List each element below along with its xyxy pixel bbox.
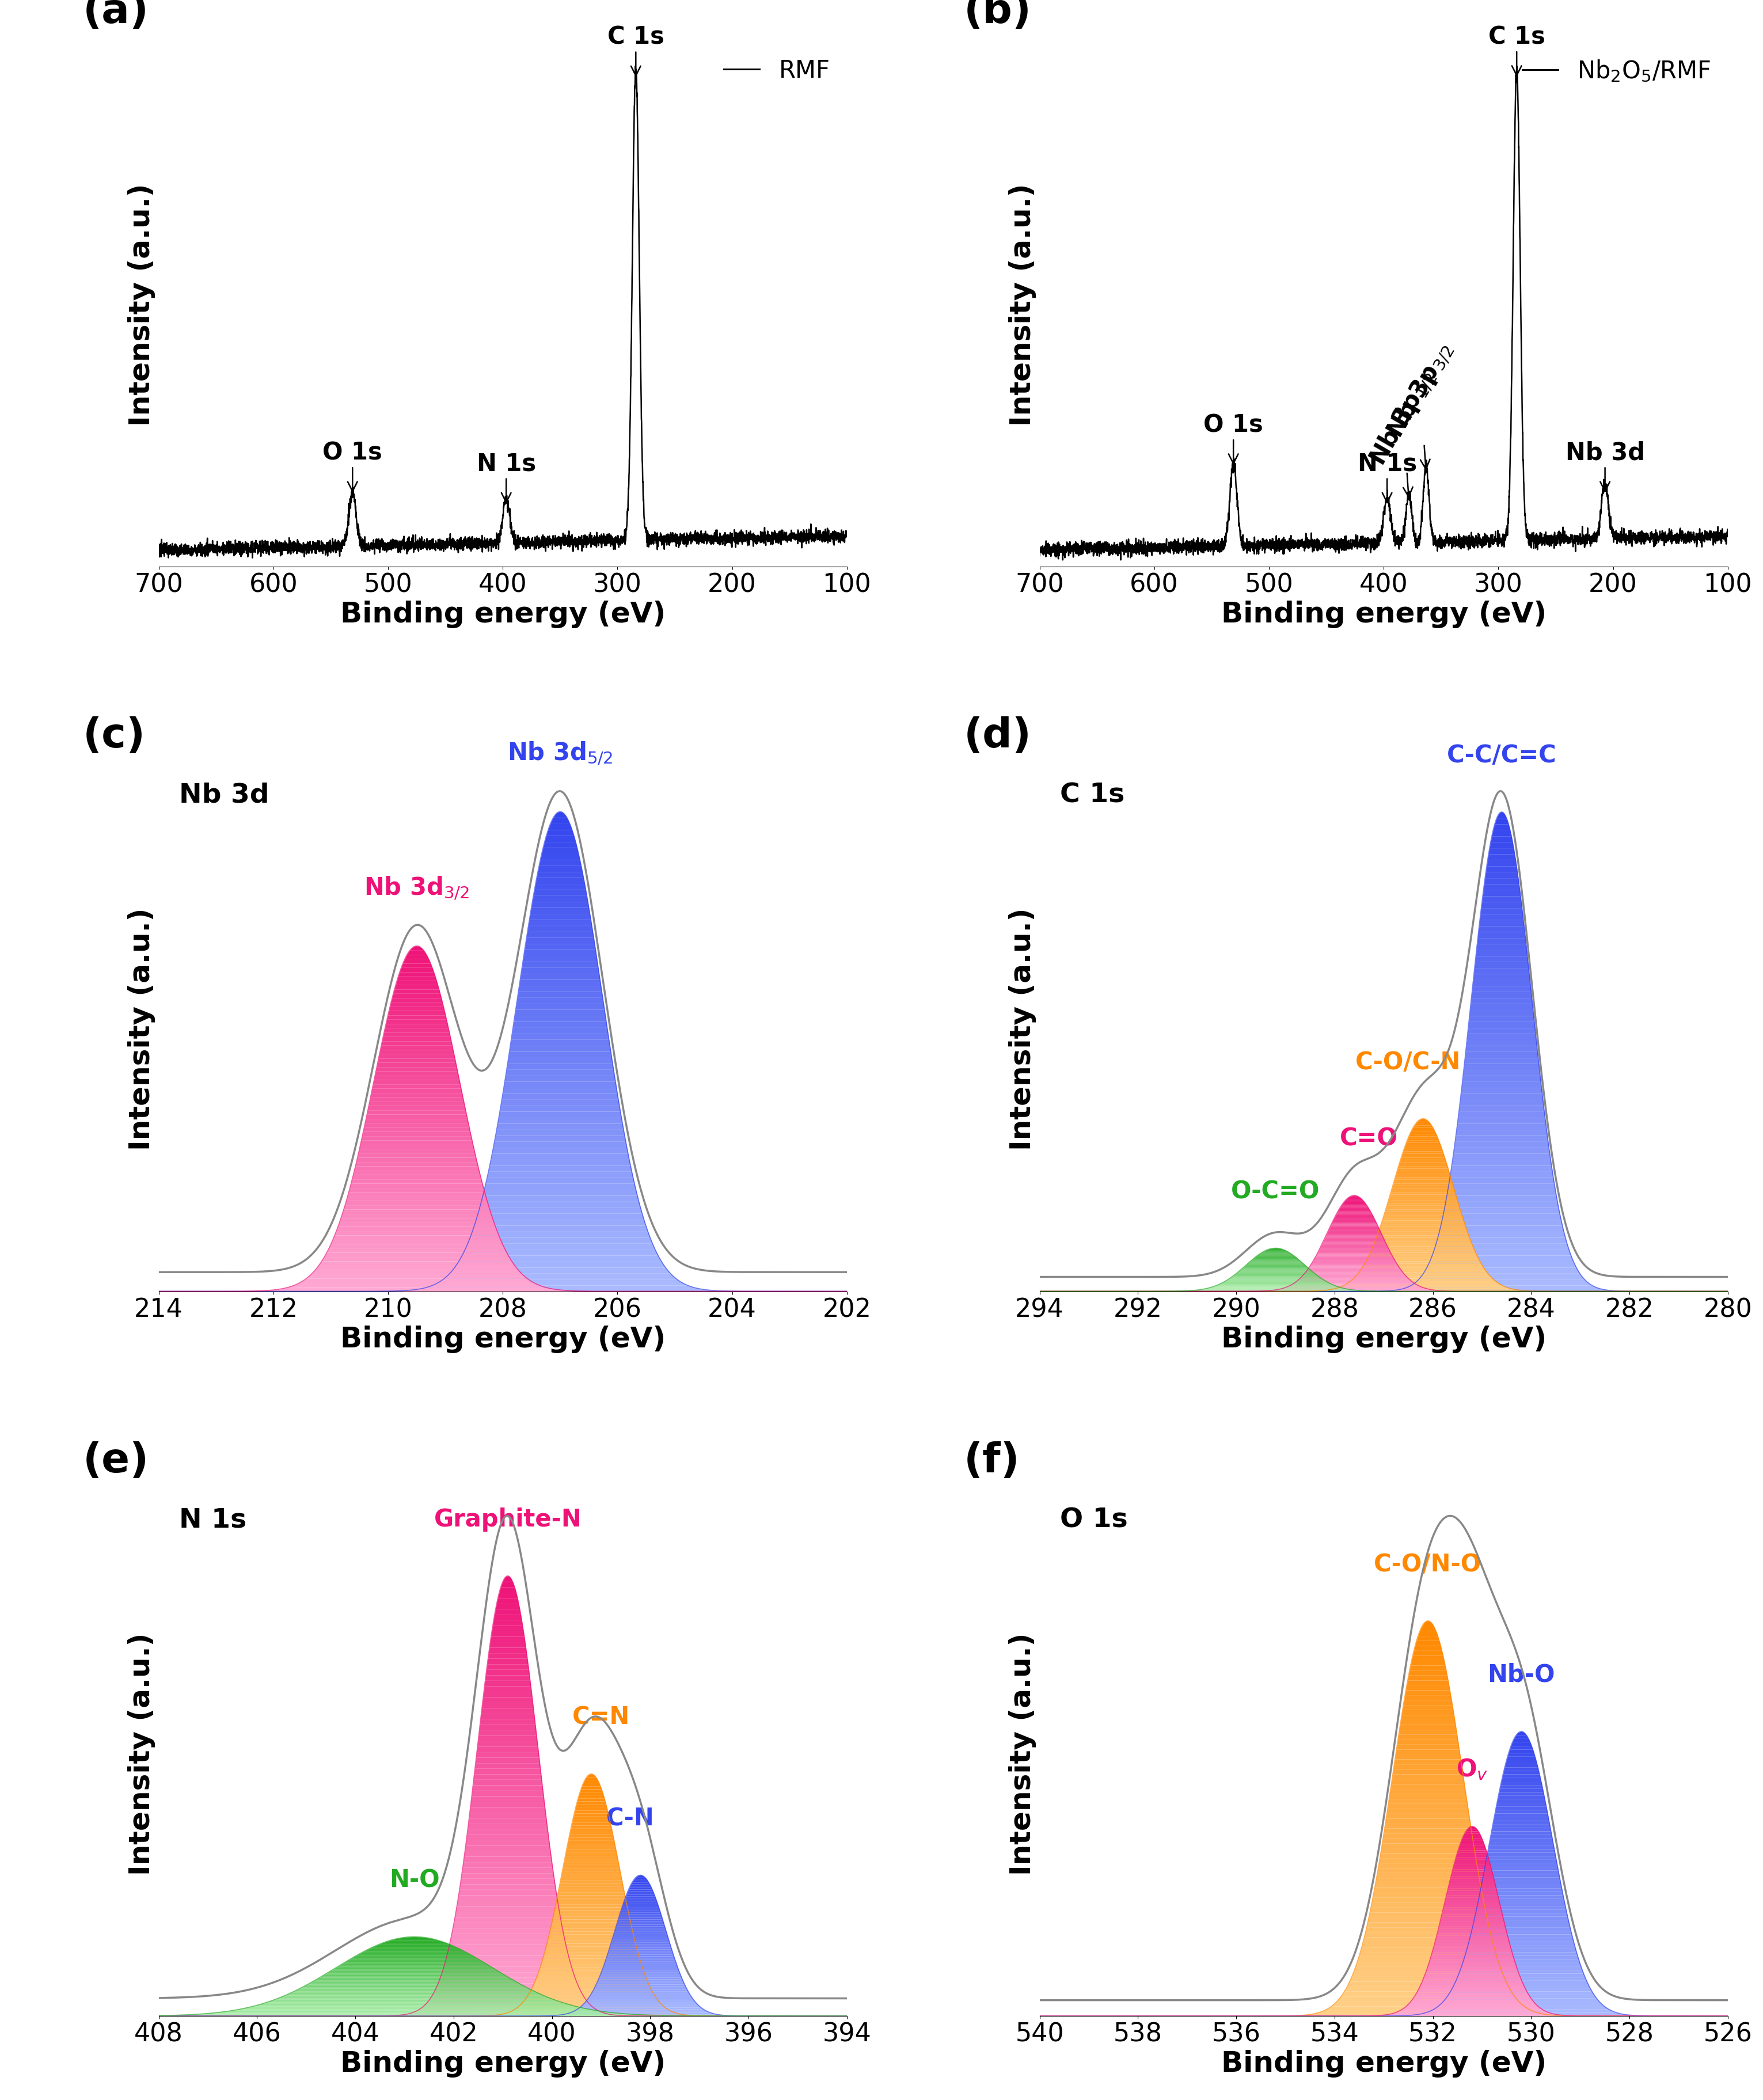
Text: C-O/C-N: C-O/C-N (1356, 1050, 1462, 1073)
Text: Nb 3d$_{5/2}$: Nb 3d$_{5/2}$ (508, 741, 614, 766)
Text: C=N: C=N (573, 1705, 629, 1728)
Y-axis label: Intensity (a.u.): Intensity (a.u.) (129, 183, 155, 426)
Text: C-O/N-O: C-O/N-O (1373, 1552, 1481, 1575)
Y-axis label: Intensity (a.u.): Intensity (a.u.) (1008, 1632, 1037, 1875)
X-axis label: Binding energy (eV): Binding energy (eV) (340, 2050, 665, 2077)
Text: (d): (d) (964, 716, 1031, 756)
Y-axis label: Intensity (a.u.): Intensity (a.u.) (129, 1632, 155, 1875)
Text: C 1s: C 1s (606, 25, 665, 76)
Text: O-C=O: O-C=O (1231, 1180, 1320, 1203)
X-axis label: Binding energy (eV): Binding energy (eV) (340, 1325, 665, 1352)
Text: Nb 3d: Nb 3d (1566, 441, 1645, 491)
Legend: Nb$_2$O$_5$/RMF: Nb$_2$O$_5$/RMF (1518, 55, 1715, 88)
Text: Nb 3d: Nb 3d (180, 783, 270, 808)
Text: O 1s: O 1s (1204, 414, 1264, 464)
Text: Graphite-N: Graphite-N (434, 1508, 582, 1531)
Text: C 1s: C 1s (1060, 783, 1125, 808)
Text: N 1s: N 1s (476, 452, 536, 502)
Text: N 1s: N 1s (1358, 452, 1417, 502)
Y-axis label: Intensity (a.u.): Intensity (a.u.) (1008, 907, 1037, 1151)
Y-axis label: Intensity (a.u.): Intensity (a.u.) (129, 907, 155, 1151)
Y-axis label: Intensity (a.u.): Intensity (a.u.) (1008, 183, 1037, 426)
Text: C-N: C-N (606, 1806, 654, 1831)
X-axis label: Binding energy (eV): Binding energy (eV) (340, 601, 665, 628)
Text: (e): (e) (83, 1441, 150, 1480)
Text: (f): (f) (964, 1441, 1021, 1480)
Text: (a): (a) (83, 0, 150, 32)
Text: Nb-O: Nb-O (1488, 1663, 1555, 1686)
Text: O 1s: O 1s (323, 441, 383, 491)
X-axis label: Binding energy (eV): Binding energy (eV) (1222, 601, 1546, 628)
Text: (c): (c) (83, 716, 146, 756)
Text: O 1s: O 1s (1060, 1506, 1128, 1533)
Text: O$_v$: O$_v$ (1456, 1758, 1488, 1781)
Legend: RMF: RMF (719, 55, 836, 88)
X-axis label: Binding energy (eV): Binding energy (eV) (1222, 1325, 1546, 1352)
Text: Nb 3d$_{3/2}$: Nb 3d$_{3/2}$ (365, 876, 469, 901)
Text: (b): (b) (964, 0, 1031, 32)
X-axis label: Binding energy (eV): Binding energy (eV) (1222, 2050, 1546, 2077)
Text: C=O: C=O (1340, 1126, 1398, 1151)
Text: N-O: N-O (390, 1867, 439, 1892)
Text: N 1s: N 1s (180, 1506, 247, 1533)
Text: Nb 3p$_{3/2}$: Nb 3p$_{3/2}$ (1382, 338, 1458, 470)
Text: C-C/C=C: C-C/C=C (1447, 743, 1557, 766)
Text: Nb 3p$_{1/2}$: Nb 3p$_{1/2}$ (1365, 365, 1440, 498)
Text: C 1s: C 1s (1488, 25, 1544, 76)
